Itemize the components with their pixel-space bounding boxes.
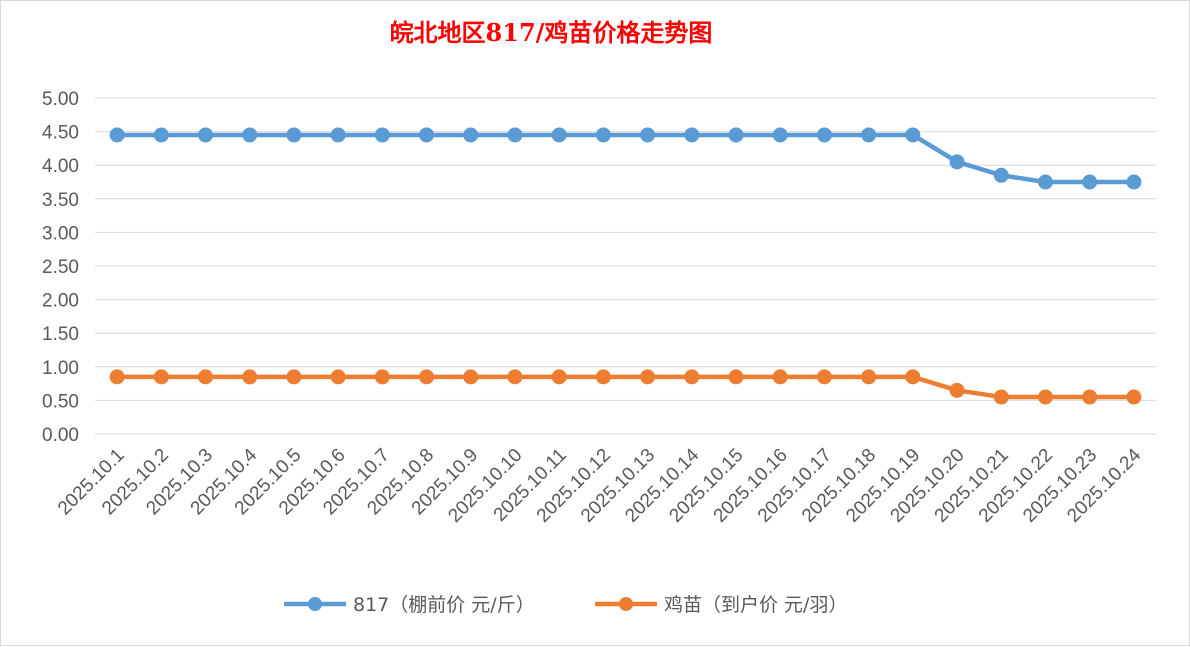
- y-tick-label: 5.00: [42, 89, 79, 110]
- data-point-series-2: [1082, 389, 1098, 405]
- data-point-series-1: [286, 127, 302, 143]
- data-point-series-2: [463, 369, 479, 385]
- data-point-series-1: [374, 127, 390, 143]
- data-point-series-1: [198, 127, 214, 143]
- y-tick-label: 2.50: [42, 257, 79, 278]
- data-point-series-2: [330, 369, 346, 385]
- data-point-series-2: [905, 369, 921, 385]
- y-tick-label: 4.50: [42, 123, 79, 144]
- data-point-series-2: [595, 369, 611, 385]
- data-point-series-2: [419, 369, 435, 385]
- data-point-series-1: [816, 127, 832, 143]
- data-point-series-1: [242, 127, 258, 143]
- data-point-series-2: [1037, 389, 1053, 405]
- data-point-series-1: [993, 167, 1009, 183]
- data-point-series-1: [551, 127, 567, 143]
- data-point-series-2: [153, 369, 169, 385]
- y-tick-label: 0.50: [42, 391, 79, 412]
- y-tick-label: 4.00: [42, 156, 79, 177]
- data-point-series-2: [861, 369, 877, 385]
- series-line-2: [114, 374, 1137, 400]
- series-line-1: [114, 132, 1137, 185]
- data-point-series-1: [684, 127, 700, 143]
- data-point-series-1: [1082, 174, 1098, 190]
- data-point-series-1: [419, 127, 435, 143]
- data-point-series-1: [1037, 174, 1053, 190]
- data-point-series-1: [772, 127, 788, 143]
- data-point-series-1: [595, 127, 611, 143]
- data-point-series-1: [861, 127, 877, 143]
- data-point-series-2: [684, 369, 700, 385]
- legend-label: 817（棚前价 元/斤）: [353, 594, 535, 616]
- data-point-series-1: [109, 127, 125, 143]
- y-tick-label: 1.50: [42, 324, 79, 345]
- data-point-series-1: [507, 127, 523, 143]
- data-point-series-2: [374, 369, 390, 385]
- y-tick-label: 2.00: [42, 291, 79, 312]
- legend-label: 鸡苗（到户价 元/羽）: [664, 594, 847, 616]
- data-point-series-2: [1126, 389, 1142, 405]
- legend-swatch-marker: [308, 597, 322, 611]
- y-tick-label: 3.50: [42, 190, 79, 211]
- data-point-series-2: [816, 369, 832, 385]
- data-point-series-2: [993, 389, 1009, 405]
- chart-title: 皖北地区817/鸡苗价格走势图: [389, 18, 713, 47]
- data-point-series-1: [905, 127, 921, 143]
- data-point-series-2: [640, 369, 656, 385]
- data-point-series-2: [772, 369, 788, 385]
- data-point-series-1: [1126, 174, 1142, 190]
- y-tick-label: 0.00: [42, 425, 79, 446]
- data-point-series-1: [463, 127, 479, 143]
- data-point-series-1: [949, 154, 965, 170]
- data-point-series-1: [153, 127, 169, 143]
- data-point-series-2: [949, 382, 965, 398]
- data-point-series-2: [507, 369, 523, 385]
- y-tick-label: 3.00: [42, 223, 79, 244]
- data-point-series-1: [640, 127, 656, 143]
- data-point-series-2: [728, 369, 744, 385]
- data-point-series-1: [330, 127, 346, 143]
- legend-swatch-marker: [619, 597, 633, 611]
- data-point-series-2: [242, 369, 258, 385]
- data-point-series-2: [198, 369, 214, 385]
- data-point-series-1: [728, 127, 744, 143]
- data-point-series-2: [286, 369, 302, 385]
- y-tick-label: 1.00: [42, 358, 79, 379]
- data-point-series-2: [109, 369, 125, 385]
- data-point-series-2: [551, 369, 567, 385]
